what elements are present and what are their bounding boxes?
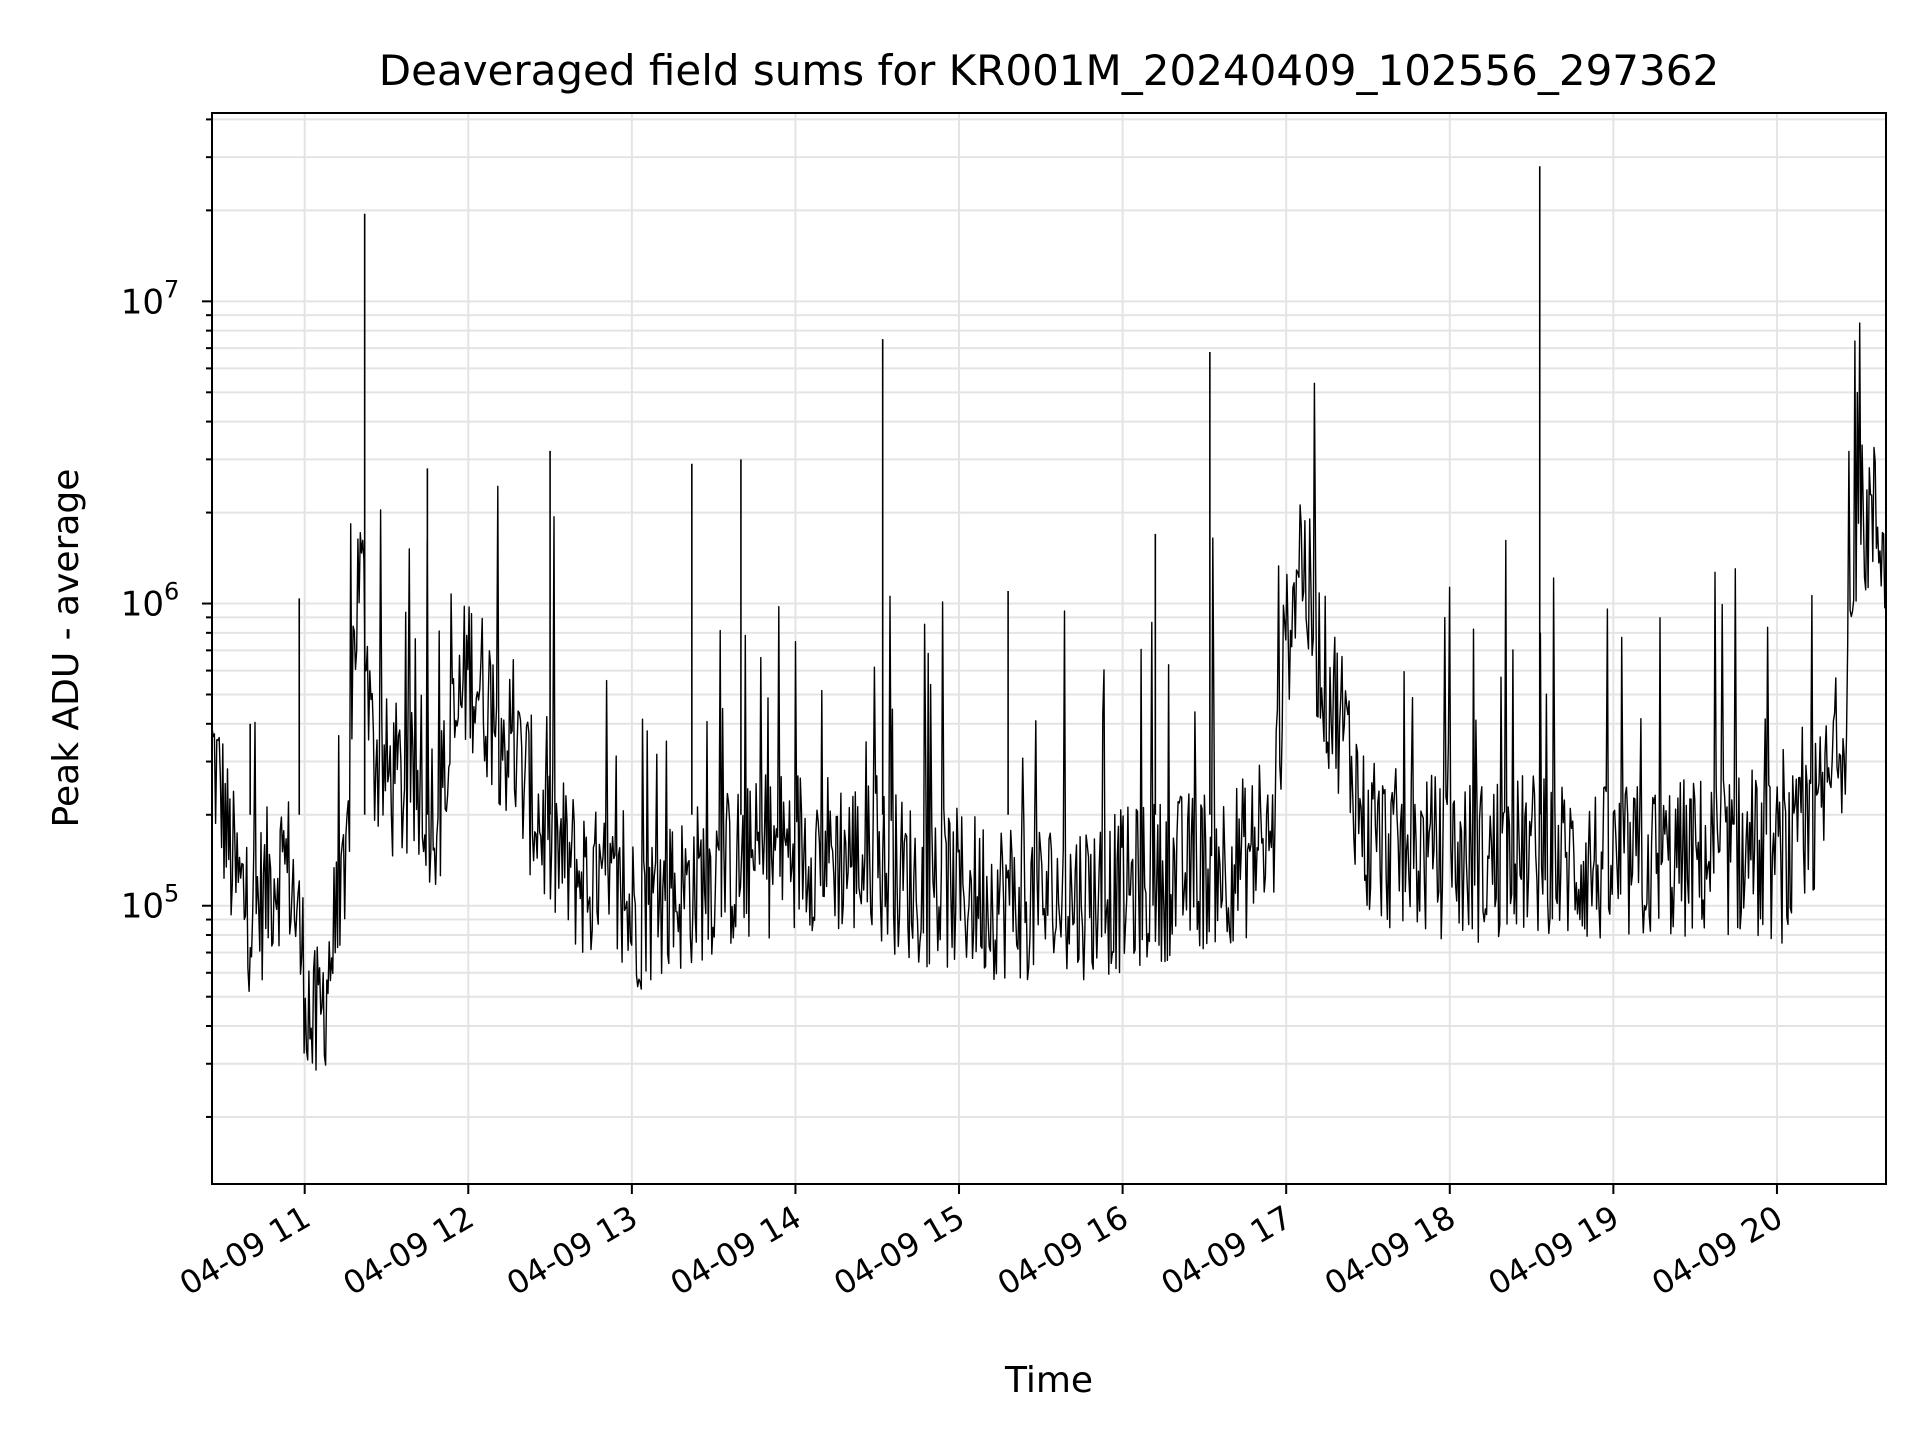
y-tick-exponent: 7 <box>164 275 179 303</box>
x-axis-label: Time <box>1004 1360 1093 1401</box>
y-tick-exponent: 6 <box>164 578 179 606</box>
y-tick-label: 105 <box>121 880 180 927</box>
y-tick-exponent: 5 <box>164 880 179 908</box>
y-tick-label: 107 <box>121 275 180 322</box>
y-tick-base: 10 <box>121 887 164 927</box>
y-tick-label: 106 <box>121 578 180 625</box>
axes-frame <box>211 112 1887 1185</box>
plot-area <box>211 166 1887 1071</box>
y-tick-base: 10 <box>121 282 164 322</box>
grid <box>212 113 1886 1184</box>
chart-title: Deaveraged field sums for KR001M_2024040… <box>379 46 1719 95</box>
series-line <box>211 322 1887 1071</box>
y-axis-label: Peak ADU - average <box>46 469 87 828</box>
y-tick-base: 10 <box>121 585 164 625</box>
